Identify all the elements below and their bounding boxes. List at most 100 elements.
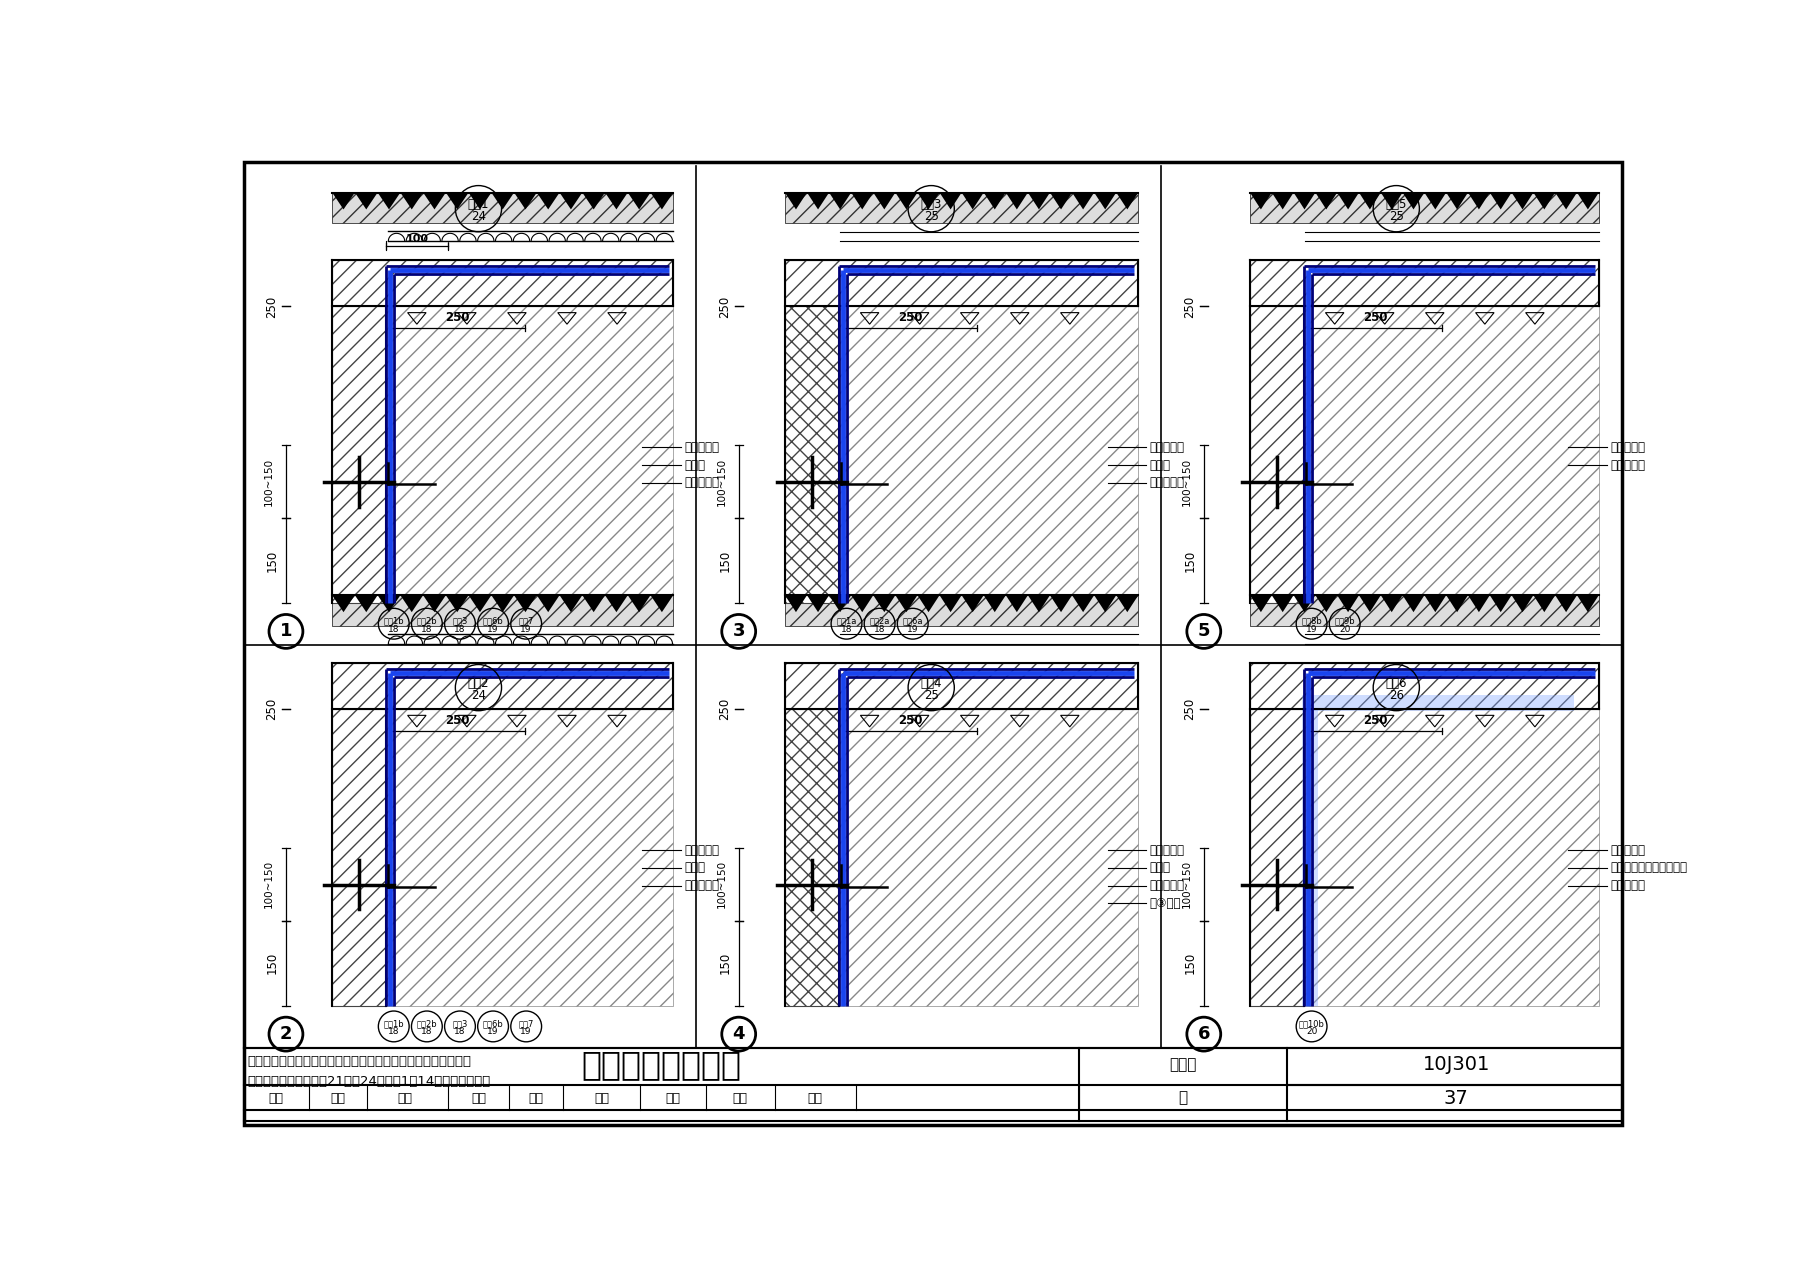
Polygon shape: [961, 193, 985, 209]
Polygon shape: [1534, 193, 1556, 209]
Polygon shape: [1250, 595, 1272, 612]
Text: 18: 18: [388, 1027, 400, 1037]
Polygon shape: [604, 595, 628, 612]
Text: 密封膏密封: 密封膏密封: [1611, 441, 1645, 453]
Text: 20: 20: [1340, 624, 1350, 633]
Polygon shape: [1006, 595, 1028, 612]
Polygon shape: [1491, 193, 1512, 209]
Polygon shape: [1491, 595, 1512, 612]
Polygon shape: [1381, 193, 1403, 209]
Text: 外墙1b: 外墙1b: [384, 617, 404, 626]
Polygon shape: [852, 595, 874, 612]
Polygon shape: [650, 193, 673, 209]
Text: 18: 18: [455, 624, 466, 633]
Text: 外墙1a: 外墙1a: [837, 617, 857, 626]
Bar: [784, 306, 839, 603]
Polygon shape: [1403, 193, 1425, 209]
Bar: [333, 261, 673, 306]
Bar: [784, 663, 1138, 709]
Text: 审核: 审核: [268, 1092, 284, 1105]
Text: 施工缝: 施工缝: [1150, 458, 1170, 471]
Polygon shape: [1338, 595, 1360, 612]
Text: 图集号: 图集号: [1168, 1057, 1198, 1073]
Bar: [1250, 193, 1598, 223]
Text: 密封膏密封: 密封膏密封: [1611, 844, 1645, 857]
Polygon shape: [939, 595, 961, 612]
Text: 外墙8b: 外墙8b: [1301, 617, 1321, 626]
Text: 种顶5: 种顶5: [1385, 198, 1407, 211]
Polygon shape: [1403, 595, 1425, 612]
Polygon shape: [1576, 193, 1598, 209]
Polygon shape: [333, 595, 355, 612]
Polygon shape: [1512, 595, 1534, 612]
Text: 彭飞: 彭飞: [528, 1092, 544, 1105]
Text: 100: 100: [406, 234, 428, 244]
Text: 外墙7: 外墙7: [519, 1019, 533, 1028]
Text: 2: 2: [280, 1025, 293, 1043]
Bar: [1303, 709, 1598, 1005]
Polygon shape: [377, 193, 400, 209]
Text: 24: 24: [471, 211, 486, 223]
Polygon shape: [1447, 193, 1469, 209]
Text: 外墙6a: 外墙6a: [903, 617, 923, 626]
Polygon shape: [400, 193, 422, 209]
Bar: [839, 709, 1138, 1005]
Polygon shape: [917, 193, 939, 209]
Text: 种顶2: 种顶2: [468, 677, 490, 690]
Polygon shape: [537, 595, 559, 612]
Text: 150: 150: [719, 953, 732, 974]
Polygon shape: [1294, 193, 1316, 209]
Text: 250: 250: [897, 714, 923, 727]
Polygon shape: [559, 193, 582, 209]
Polygon shape: [628, 193, 650, 209]
Text: 密封膏密封: 密封膏密封: [1150, 441, 1185, 453]
Bar: [333, 306, 386, 603]
Text: 100~150: 100~150: [1181, 457, 1192, 506]
Polygon shape: [1360, 193, 1381, 209]
Text: 校对: 校对: [471, 1092, 486, 1105]
Text: 18: 18: [388, 624, 400, 633]
Polygon shape: [582, 595, 604, 612]
Text: 25: 25: [925, 211, 939, 223]
Polygon shape: [628, 595, 650, 612]
Text: 19: 19: [521, 1027, 531, 1037]
Text: 附加防水层: 附加防水层: [684, 476, 719, 489]
Bar: [386, 306, 673, 603]
Polygon shape: [355, 595, 377, 612]
Polygon shape: [1512, 193, 1534, 209]
Text: 37: 37: [1443, 1088, 1469, 1107]
Text: 19: 19: [521, 624, 531, 633]
Polygon shape: [1072, 595, 1094, 612]
Text: 郭景: 郭景: [329, 1092, 346, 1105]
Text: 注：全埋式地下室顶板与外墙转角处构造可参考本页节点。只需
将种植顶板做法换为第21页～24页顶板1～14中的对应做法。: 注：全埋式地下室顶板与外墙转角处构造可参考本页节点。只需 将种植顶板做法换为第2…: [248, 1055, 491, 1088]
Bar: [784, 595, 1138, 626]
Text: 外墙2b: 外墙2b: [417, 1019, 437, 1028]
Bar: [1250, 595, 1598, 626]
Text: 5: 5: [1198, 622, 1210, 640]
Text: 页: 页: [1178, 1091, 1188, 1106]
Polygon shape: [422, 595, 446, 612]
Text: 250: 250: [446, 714, 470, 727]
Text: 种顶1: 种顶1: [468, 198, 490, 211]
Polygon shape: [1272, 595, 1294, 612]
Polygon shape: [895, 193, 917, 209]
Bar: [784, 709, 839, 1005]
Bar: [1303, 709, 1318, 1005]
Polygon shape: [1072, 193, 1094, 209]
Polygon shape: [1116, 595, 1138, 612]
Polygon shape: [961, 595, 985, 612]
Polygon shape: [446, 193, 468, 209]
Text: 250: 250: [266, 699, 278, 720]
Bar: [784, 193, 1138, 223]
Text: 外墙9b: 外墙9b: [1334, 617, 1356, 626]
Polygon shape: [874, 193, 895, 209]
Polygon shape: [513, 595, 537, 612]
Text: 150: 150: [1183, 953, 1196, 974]
Text: 外墙1b: 外墙1b: [384, 1019, 404, 1028]
Text: 种顶4: 种顶4: [921, 677, 943, 690]
Text: 施工缝: 施工缝: [684, 861, 706, 875]
Text: 种顶3: 种顶3: [921, 198, 943, 211]
Polygon shape: [1469, 193, 1491, 209]
Polygon shape: [559, 595, 582, 612]
Text: 150: 150: [266, 953, 278, 974]
